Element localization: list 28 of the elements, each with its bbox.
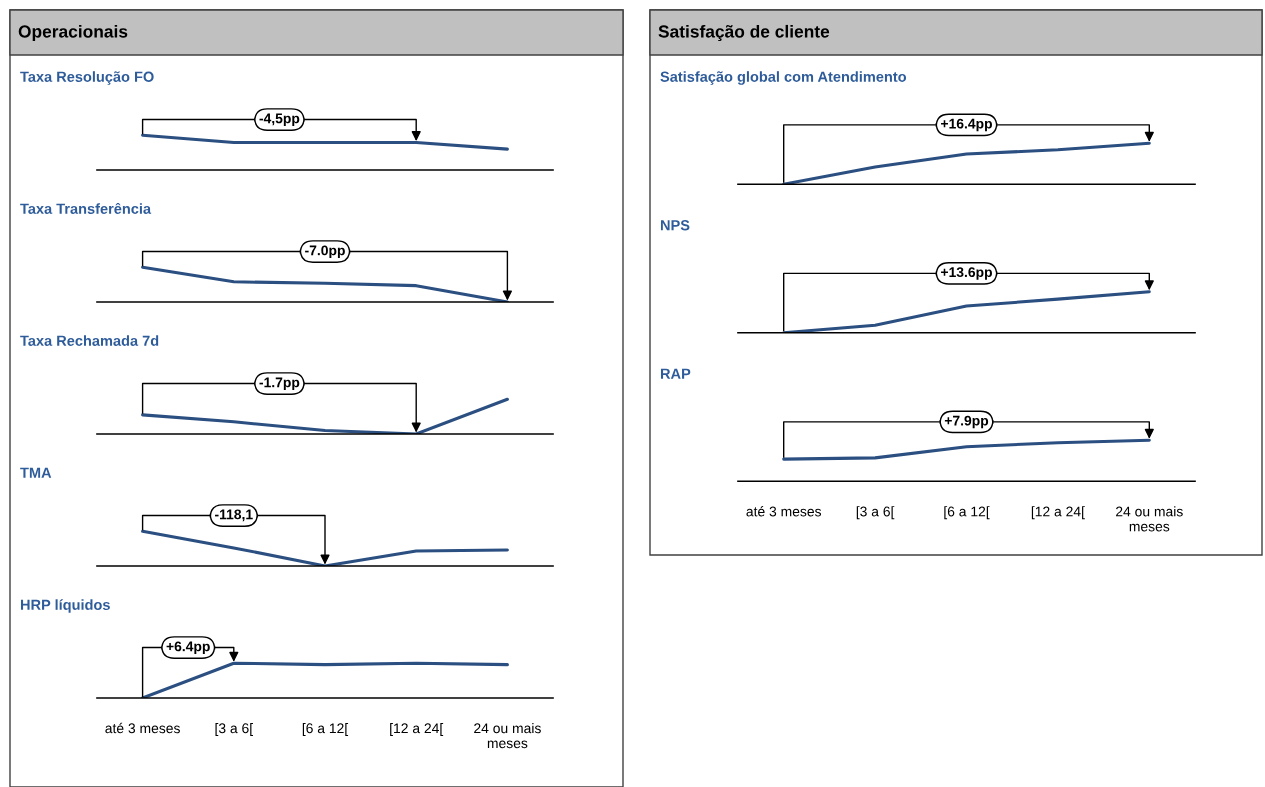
chart-title: TMA (20, 467, 52, 478)
chart-title: RAP (660, 368, 691, 379)
annotation: -4,5pp (259, 113, 300, 127)
annotation: -118,1 (215, 509, 253, 522)
annotation: +7.9pp (944, 415, 989, 429)
chart-title: Taxa Rechamada 7d (20, 335, 159, 346)
annotation: -1.7pp (259, 377, 300, 391)
x-tick-label: 24 ou mais meses (1116, 506, 1183, 532)
text: Satisfação de cliente (658, 24, 830, 42)
x-tick-label: até 3 meses (746, 506, 822, 517)
annotation: +16.4pp (941, 118, 992, 132)
x-tick-label: [3 a 6[ (856, 506, 895, 520)
x-tick-label: 24 ou mais meses (474, 723, 541, 749)
annotation: -7.0pp (305, 245, 345, 259)
annotation: +13.6pp (941, 267, 992, 280)
x-tick-label: [12 a 24[ (1031, 506, 1085, 520)
chart-title: HRP líquidos (20, 599, 110, 613)
x-tick-label: [6 a 12[ (944, 506, 990, 520)
annotation: +6.4pp (166, 641, 210, 655)
chart-title: Satisfação global com Atendimento (660, 71, 907, 85)
x-tick-label: até 3 meses (105, 722, 180, 734)
chart-title: NPS (660, 220, 690, 231)
chart-title: Taxa Resolução FO (20, 71, 154, 85)
text: Operacionais (18, 24, 128, 42)
x-tick-label: [12 a 24[ (390, 723, 444, 736)
x-tick-label: [3 a 6[ (215, 723, 253, 736)
x-tick-label: [6 a 12[ (302, 723, 349, 736)
chart-title: Taxa Transferência (20, 202, 152, 214)
